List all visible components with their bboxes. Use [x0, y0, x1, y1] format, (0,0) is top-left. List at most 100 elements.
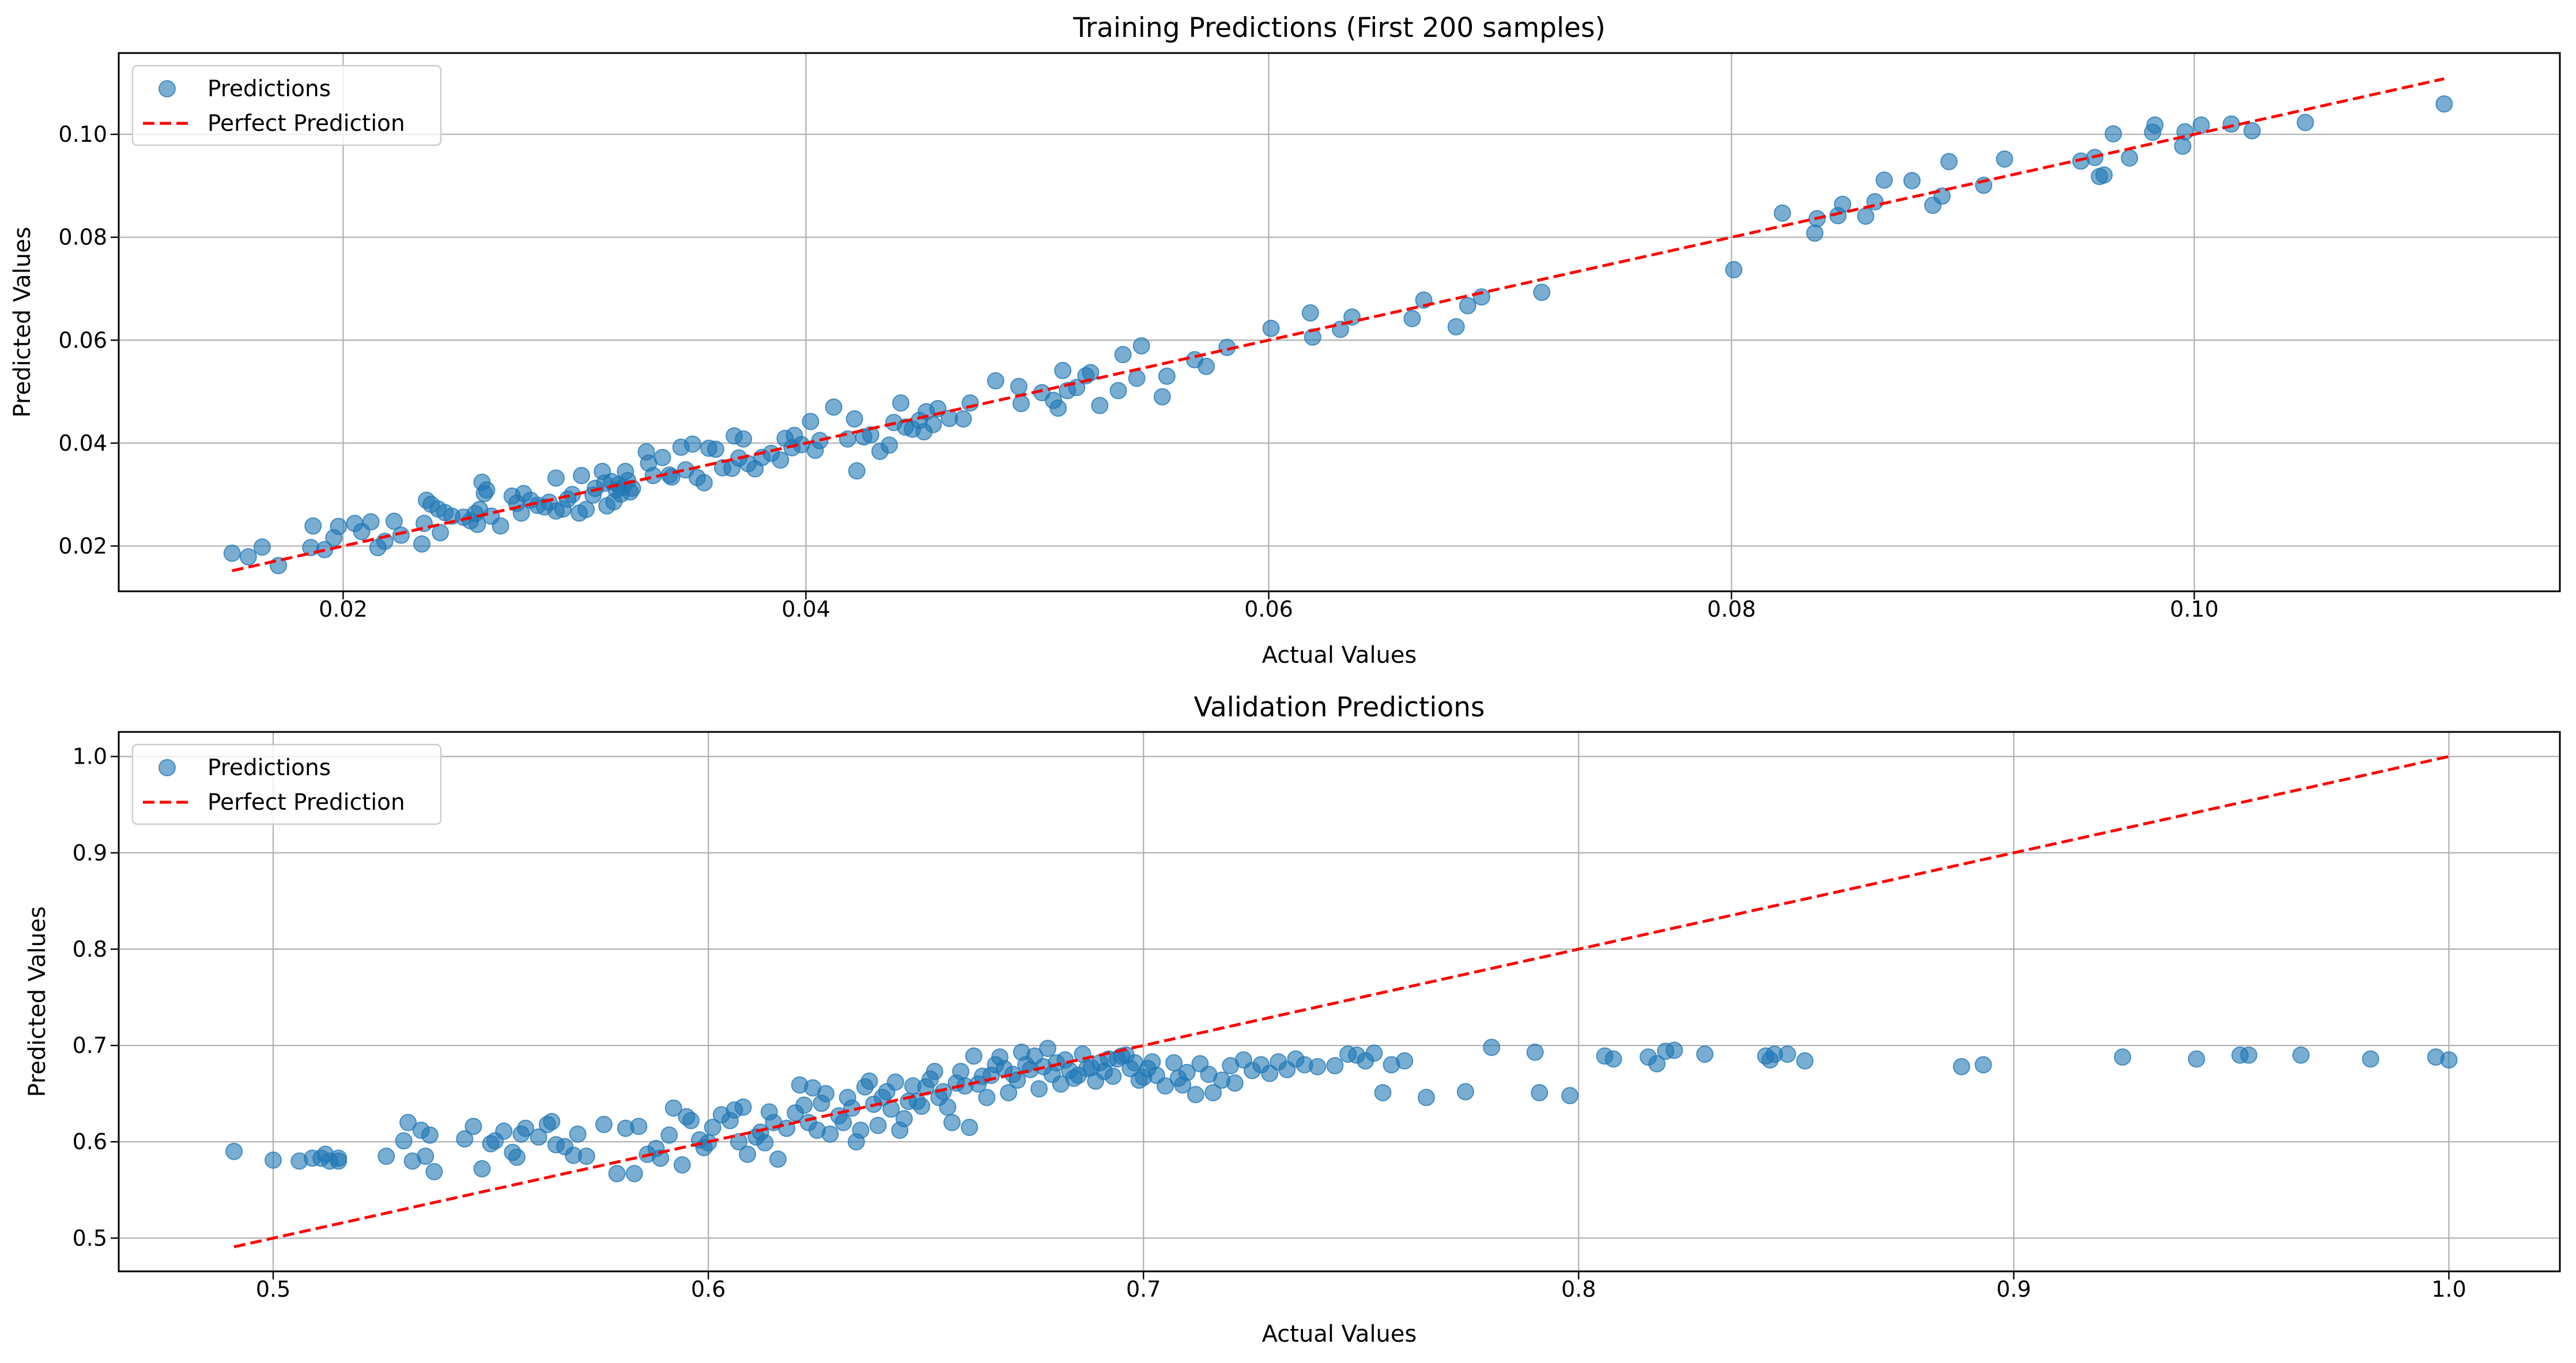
prediction-point	[478, 481, 496, 499]
prediction-point	[952, 1063, 970, 1081]
prediction-point	[1261, 1064, 1279, 1082]
prediction-point	[924, 416, 942, 433]
prediction-point	[608, 1165, 626, 1183]
legend-marker-predictions	[158, 759, 176, 776]
prediction-point	[1531, 1083, 1548, 1101]
prediction-point	[2435, 95, 2453, 113]
prediction-point	[1301, 304, 1319, 322]
prediction-point	[1875, 171, 1893, 189]
prediction-point	[1187, 1086, 1204, 1104]
prediction-point	[954, 410, 972, 428]
x-tick-label: 0.6	[691, 1277, 726, 1302]
prediction-point	[399, 1113, 417, 1131]
prediction-point	[1082, 364, 1100, 382]
chart-title: Training Predictions (First 200 samples)	[1072, 12, 1606, 44]
legend-box	[131, 65, 442, 146]
prediction-point	[1326, 1057, 1344, 1075]
prediction-point	[1030, 1080, 1048, 1098]
prediction-point	[1396, 1052, 1414, 1070]
prediction-point	[1158, 367, 1176, 385]
x-tick-label: 0.7	[1126, 1277, 1161, 1302]
prediction-point	[2188, 1050, 2205, 1068]
prediction-point	[652, 1149, 670, 1167]
x-tick-label: 0.9	[1996, 1277, 2031, 1302]
prediction-point	[2222, 115, 2240, 133]
y-tick-label: 0.9	[73, 840, 107, 866]
legend-label-perfect-prediction: Perfect Prediction	[207, 111, 405, 137]
prediction-point	[1533, 284, 1551, 301]
prediction-point	[508, 1148, 526, 1166]
prediction-point	[2362, 1050, 2379, 1068]
prediction-point	[1725, 260, 1743, 278]
prediction-point	[2240, 1046, 2258, 1064]
legend-box	[131, 743, 442, 825]
prediction-point	[2174, 137, 2192, 155]
prediction-point	[630, 1117, 648, 1135]
prediction-point	[1857, 207, 1875, 225]
prediction-point	[683, 435, 701, 453]
prediction-point	[852, 1122, 870, 1139]
prediction-point	[795, 1096, 813, 1114]
prediction-point	[1204, 1083, 1222, 1101]
prediction-point	[1952, 1058, 1970, 1075]
prediction-point	[769, 1150, 787, 1168]
prediction-point	[704, 1119, 722, 1137]
prediction-point	[1604, 1050, 1622, 1068]
prediction-point	[547, 469, 565, 487]
prediction-point	[1010, 377, 1028, 395]
prediction-point	[1526, 1043, 1544, 1061]
prediction-point	[939, 1098, 957, 1116]
prediction-point	[834, 1113, 852, 1131]
x-tick-label: 1.0	[2431, 1277, 2466, 1302]
prediction-point	[377, 1147, 395, 1165]
prediction-point	[330, 518, 348, 535]
prediction-point	[1472, 288, 1490, 306]
prediction-point	[1178, 1063, 1196, 1081]
prediction-point	[265, 1151, 282, 1169]
plot-area	[118, 52, 2561, 592]
legend: Predictions Perfect Prediction	[131, 65, 442, 146]
prediction-point	[1447, 318, 1465, 336]
prediction-point	[1039, 1040, 1057, 1058]
legend-label-perfect-prediction: Perfect Prediction	[207, 790, 405, 815]
x-tick-label: 0.08	[1707, 596, 1756, 622]
prediction-point	[821, 1125, 839, 1143]
prediction-point	[1262, 319, 1280, 337]
prediction-point	[464, 1117, 482, 1135]
prediction-point	[473, 1160, 491, 1177]
prediction-point	[848, 462, 866, 480]
prediction-point	[756, 1134, 774, 1151]
legend-label-predictions: Predictions	[207, 76, 331, 102]
x-tick-label: 0.8	[1561, 1277, 1596, 1302]
prediction-point	[1374, 1083, 1392, 1101]
prediction-point	[926, 1063, 943, 1081]
prediction-point	[543, 1113, 561, 1131]
prediction-point	[425, 1163, 443, 1181]
prediction-point	[1483, 1039, 1501, 1056]
prediction-point	[1648, 1055, 1666, 1073]
prediction-point	[2297, 114, 2314, 131]
prediction-point	[1198, 357, 1215, 375]
y-tick-label: 0.5	[73, 1225, 107, 1251]
prediction-point	[1459, 297, 1476, 315]
prediction-point	[392, 526, 410, 544]
prediction-point	[1309, 1058, 1327, 1075]
prediction-point	[2114, 1048, 2132, 1066]
training-predictions-chart: 0.02 0.04 0.06 0.08 0.10 0.02 0.04 0.06 0.08 0.10…	[9, 12, 2561, 669]
prediction-point	[1665, 1041, 1683, 1059]
plot-area	[118, 731, 2561, 1273]
prediction-point	[845, 410, 863, 428]
prediction-point	[1156, 1077, 1174, 1095]
prediction-point	[1109, 382, 1127, 399]
legend-marker-predictions	[158, 80, 176, 97]
prediction-point	[1974, 1056, 1992, 1074]
prediction-point	[1365, 1044, 1383, 1062]
predictions-points	[223, 95, 2453, 575]
prediction-point	[432, 524, 450, 542]
prediction-point	[978, 1089, 996, 1107]
prediction-point	[1091, 397, 1109, 414]
prediction-point	[1696, 1045, 1714, 1063]
prediction-point	[385, 512, 403, 530]
prediction-point	[735, 430, 753, 448]
